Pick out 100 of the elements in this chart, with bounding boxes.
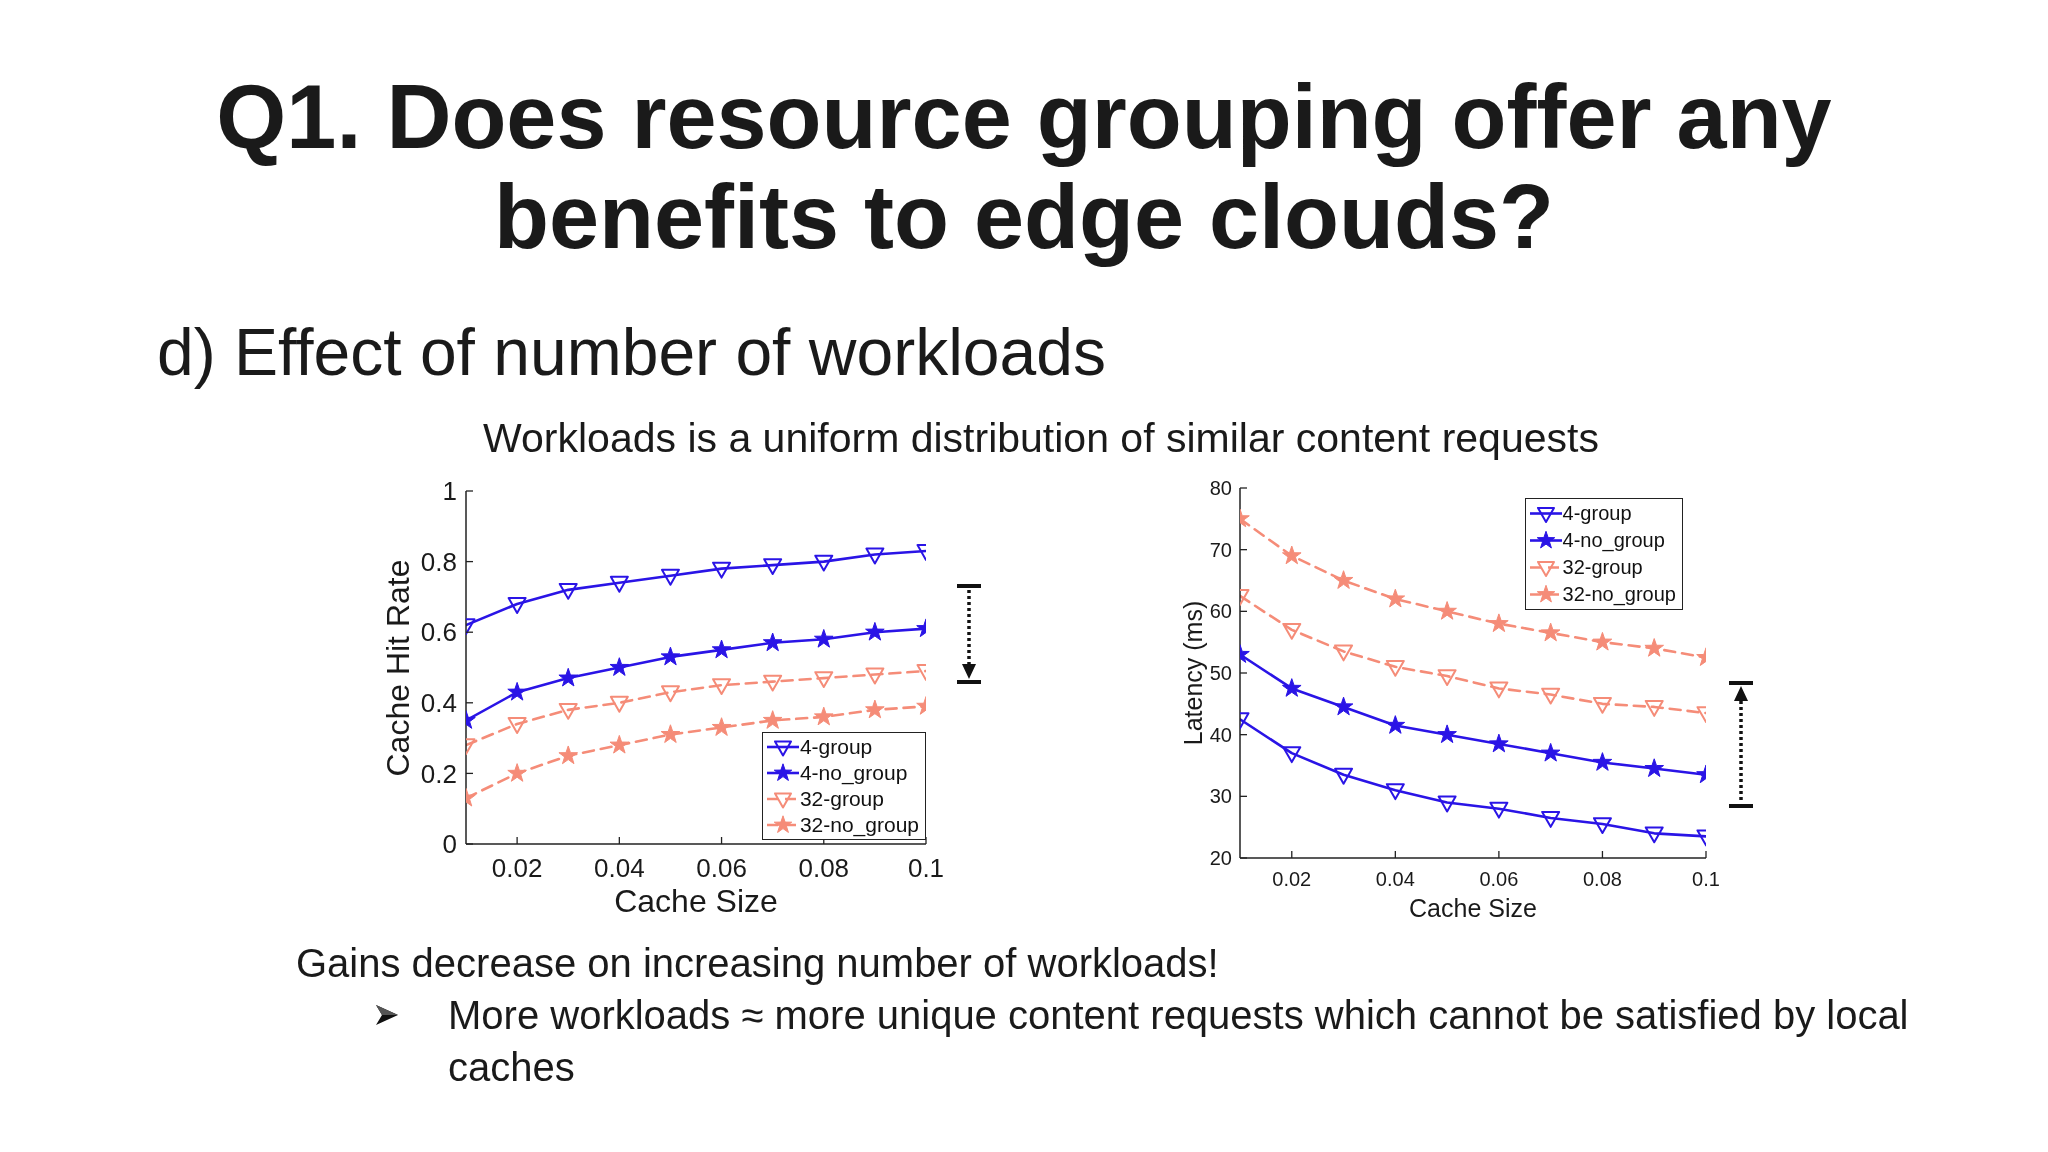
y-tick-label: 0.8 [420, 546, 457, 577]
point [1437, 724, 1457, 744]
legend-label: 4-group [1562, 501, 1632, 526]
point [1540, 742, 1561, 762]
y-tick-label: 80 [1209, 477, 1232, 499]
point [712, 678, 732, 696]
point [660, 685, 680, 703]
point [558, 745, 579, 765]
point [1334, 644, 1354, 662]
point [1437, 669, 1457, 687]
point [660, 568, 680, 586]
y-tick-label: 0.4 [420, 687, 457, 718]
legend-label: 32-group [799, 786, 884, 812]
point [1385, 588, 1406, 608]
text: Gains decrease on increasing number of workloads! [296, 940, 1220, 987]
point [762, 632, 783, 652]
point [1333, 696, 1354, 716]
point [1282, 746, 1302, 764]
point [1282, 622, 1302, 640]
point [1592, 817, 1612, 835]
point [1644, 699, 1664, 717]
legend-label: 4-group [799, 734, 873, 760]
point [1540, 622, 1561, 642]
y-tick-label: 0 [442, 829, 457, 860]
x-tick-label: 0.08 [1582, 868, 1622, 890]
point [609, 695, 629, 713]
point [1644, 758, 1665, 777]
point [865, 621, 885, 641]
point [1385, 659, 1405, 677]
y-tick-label: 30 [1209, 785, 1232, 808]
y-tick-label: 0.6 [420, 617, 457, 648]
point [814, 671, 834, 689]
point [1541, 687, 1561, 705]
x-axis-title: Cache Size [1409, 893, 1537, 923]
x-tick-label: 0.06 [696, 853, 747, 883]
point [762, 710, 783, 729]
point [609, 657, 630, 676]
point [507, 597, 527, 614]
y-axis-title: Latency (ms) [1178, 600, 1208, 746]
chart-title: Q1. Does resource grouping offer any benefits to edge clouds? [215, 67, 1833, 267]
point [814, 554, 834, 572]
legend-label: 32-no_group [799, 812, 919, 838]
text: More workloads ≈ more unique content requests which cannot be satisfied by local caches [448, 992, 1910, 1091]
x-tick-label: 0.02 [1272, 868, 1312, 890]
legend-label: 4-no_group [799, 760, 908, 786]
x-tick-label: 0.08 [798, 853, 850, 883]
point [558, 667, 579, 687]
point [1334, 767, 1354, 785]
text: Workloads is a uniform distribution of similar content requests [482, 414, 1600, 463]
x-tick-label: 0.04 [1375, 868, 1415, 890]
point [1489, 733, 1509, 753]
point [507, 681, 527, 701]
point [865, 699, 885, 719]
point [609, 575, 629, 593]
x-tick-label: 0.06 [1479, 868, 1519, 890]
point [813, 706, 834, 726]
point [507, 763, 527, 782]
chart-subtitle: d) Effect of number of workloads [157, 314, 1106, 390]
point [1489, 681, 1509, 699]
point [1489, 801, 1509, 819]
y-tick-label: 20 [1209, 847, 1232, 869]
x-axis-title: Cache Size [614, 882, 778, 920]
point [609, 734, 630, 754]
point [660, 646, 681, 666]
y-tick-label: 40 [1209, 723, 1232, 746]
legend-label: 32-no_group [1562, 582, 1676, 608]
point [1281, 678, 1302, 697]
point [1489, 613, 1509, 633]
y-tick-label: 0.2 [420, 758, 457, 789]
point [712, 561, 732, 579]
y-tick-label: 1 [442, 476, 457, 507]
point [865, 547, 885, 565]
y-tick-label: 60 [1209, 600, 1232, 623]
point [711, 717, 732, 736]
point [1385, 783, 1405, 801]
point [507, 717, 527, 734]
y-tick-label: 70 [1209, 538, 1232, 561]
point [558, 702, 578, 720]
legend-label: 4-no_group [1562, 528, 1665, 554]
point [1592, 631, 1613, 651]
x-tick-label: 0.1 [907, 853, 945, 883]
point [865, 667, 885, 685]
point [558, 582, 578, 600]
x-tick-label: 0.04 [594, 853, 645, 883]
legend-label: 32-group [1562, 555, 1643, 580]
point [763, 674, 783, 692]
point [1592, 752, 1613, 771]
point [1281, 545, 1302, 565]
point [711, 639, 732, 659]
y-tick-label: 50 [1209, 662, 1232, 684]
point [1644, 826, 1664, 844]
point [1437, 795, 1457, 813]
x-tick-label: 0.02 [491, 853, 543, 883]
point [813, 628, 834, 648]
point [1592, 696, 1612, 714]
x-tick-label: 0.1 [1692, 868, 1720, 890]
y-axis-title: Cache Hit Rate [379, 559, 417, 776]
point [1385, 715, 1406, 734]
point [763, 558, 783, 576]
point [660, 724, 681, 743]
